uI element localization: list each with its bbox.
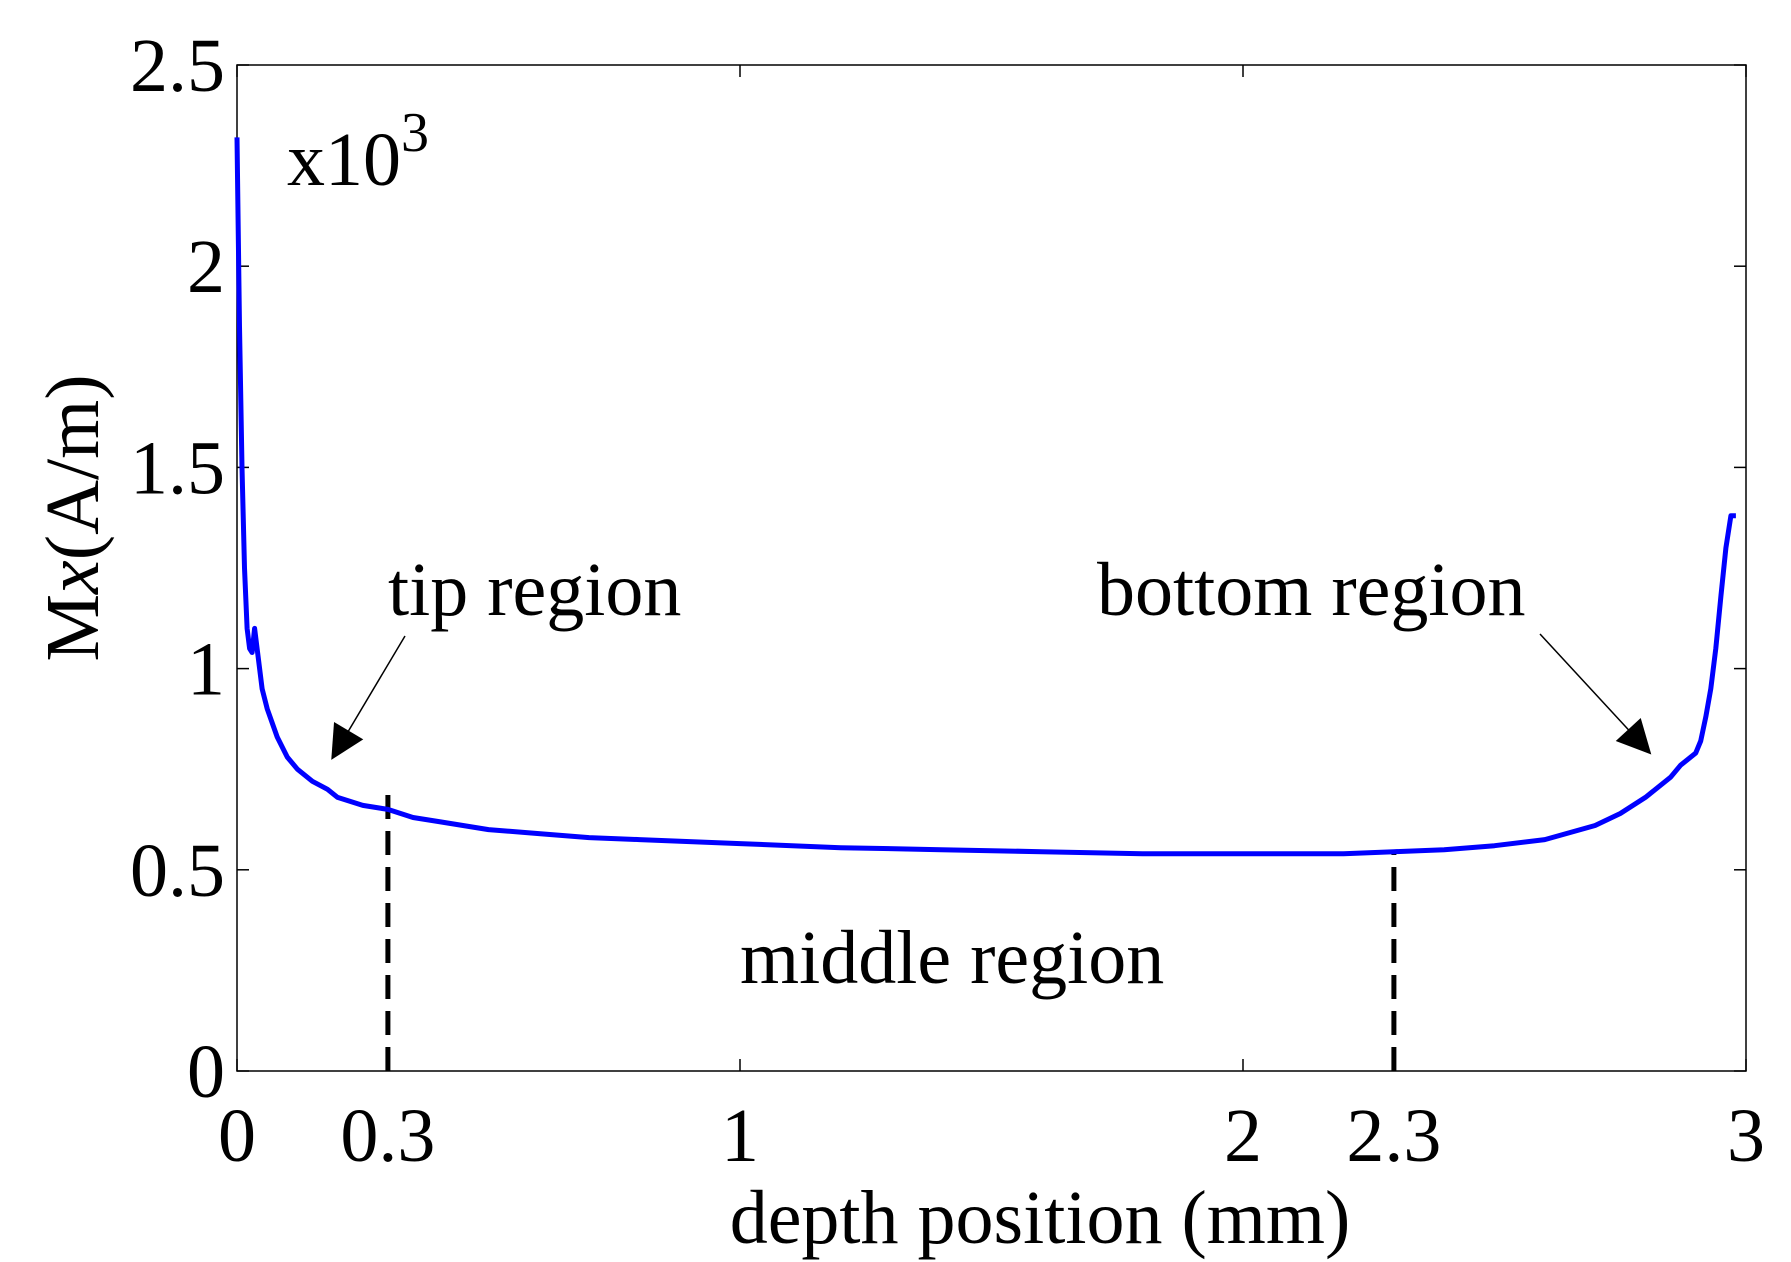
plot-area-frame — [236, 64, 1747, 1072]
y-tick-label: 1.5 — [130, 426, 225, 510]
tick-labels: 0 0.3 1 2 2.3 3 0 0.5 1 1.5 2 2.5 — [130, 24, 1765, 1178]
y-tick-label: 1 — [187, 628, 225, 712]
region-boundaries — [385, 789, 1397, 1071]
y-tick-label: 2 — [187, 225, 225, 309]
x-axis-title: depth position (mm) — [730, 1176, 1351, 1260]
x-tick-label: 0 — [218, 1094, 256, 1178]
y-axis-title: Mx(A/m) — [31, 374, 115, 661]
annotation-tip-region: tip region — [388, 548, 681, 632]
y-multiplier: x103 — [287, 102, 429, 202]
y-tick-label: 0 — [187, 1030, 225, 1114]
annotation-bottom-region: bottom region — [1097, 548, 1526, 632]
tip-region-arrow — [331, 635, 406, 760]
y-tick-label: 0.5 — [130, 829, 225, 913]
series-line — [234, 137, 1736, 857]
bottom-region-arrow — [1539, 633, 1652, 755]
x-tick-label: 0.3 — [340, 1094, 435, 1178]
x-tick-label: 2.3 — [1346, 1094, 1441, 1178]
x-tick-label: 2 — [1224, 1094, 1262, 1178]
x-tick-label: 3 — [1727, 1094, 1765, 1178]
annotation-middle-region: middle region — [740, 916, 1164, 1000]
y-tick-label: 2.5 — [130, 24, 225, 108]
series-layer — [234, 137, 1736, 857]
x-tick-label: 1 — [721, 1094, 759, 1178]
